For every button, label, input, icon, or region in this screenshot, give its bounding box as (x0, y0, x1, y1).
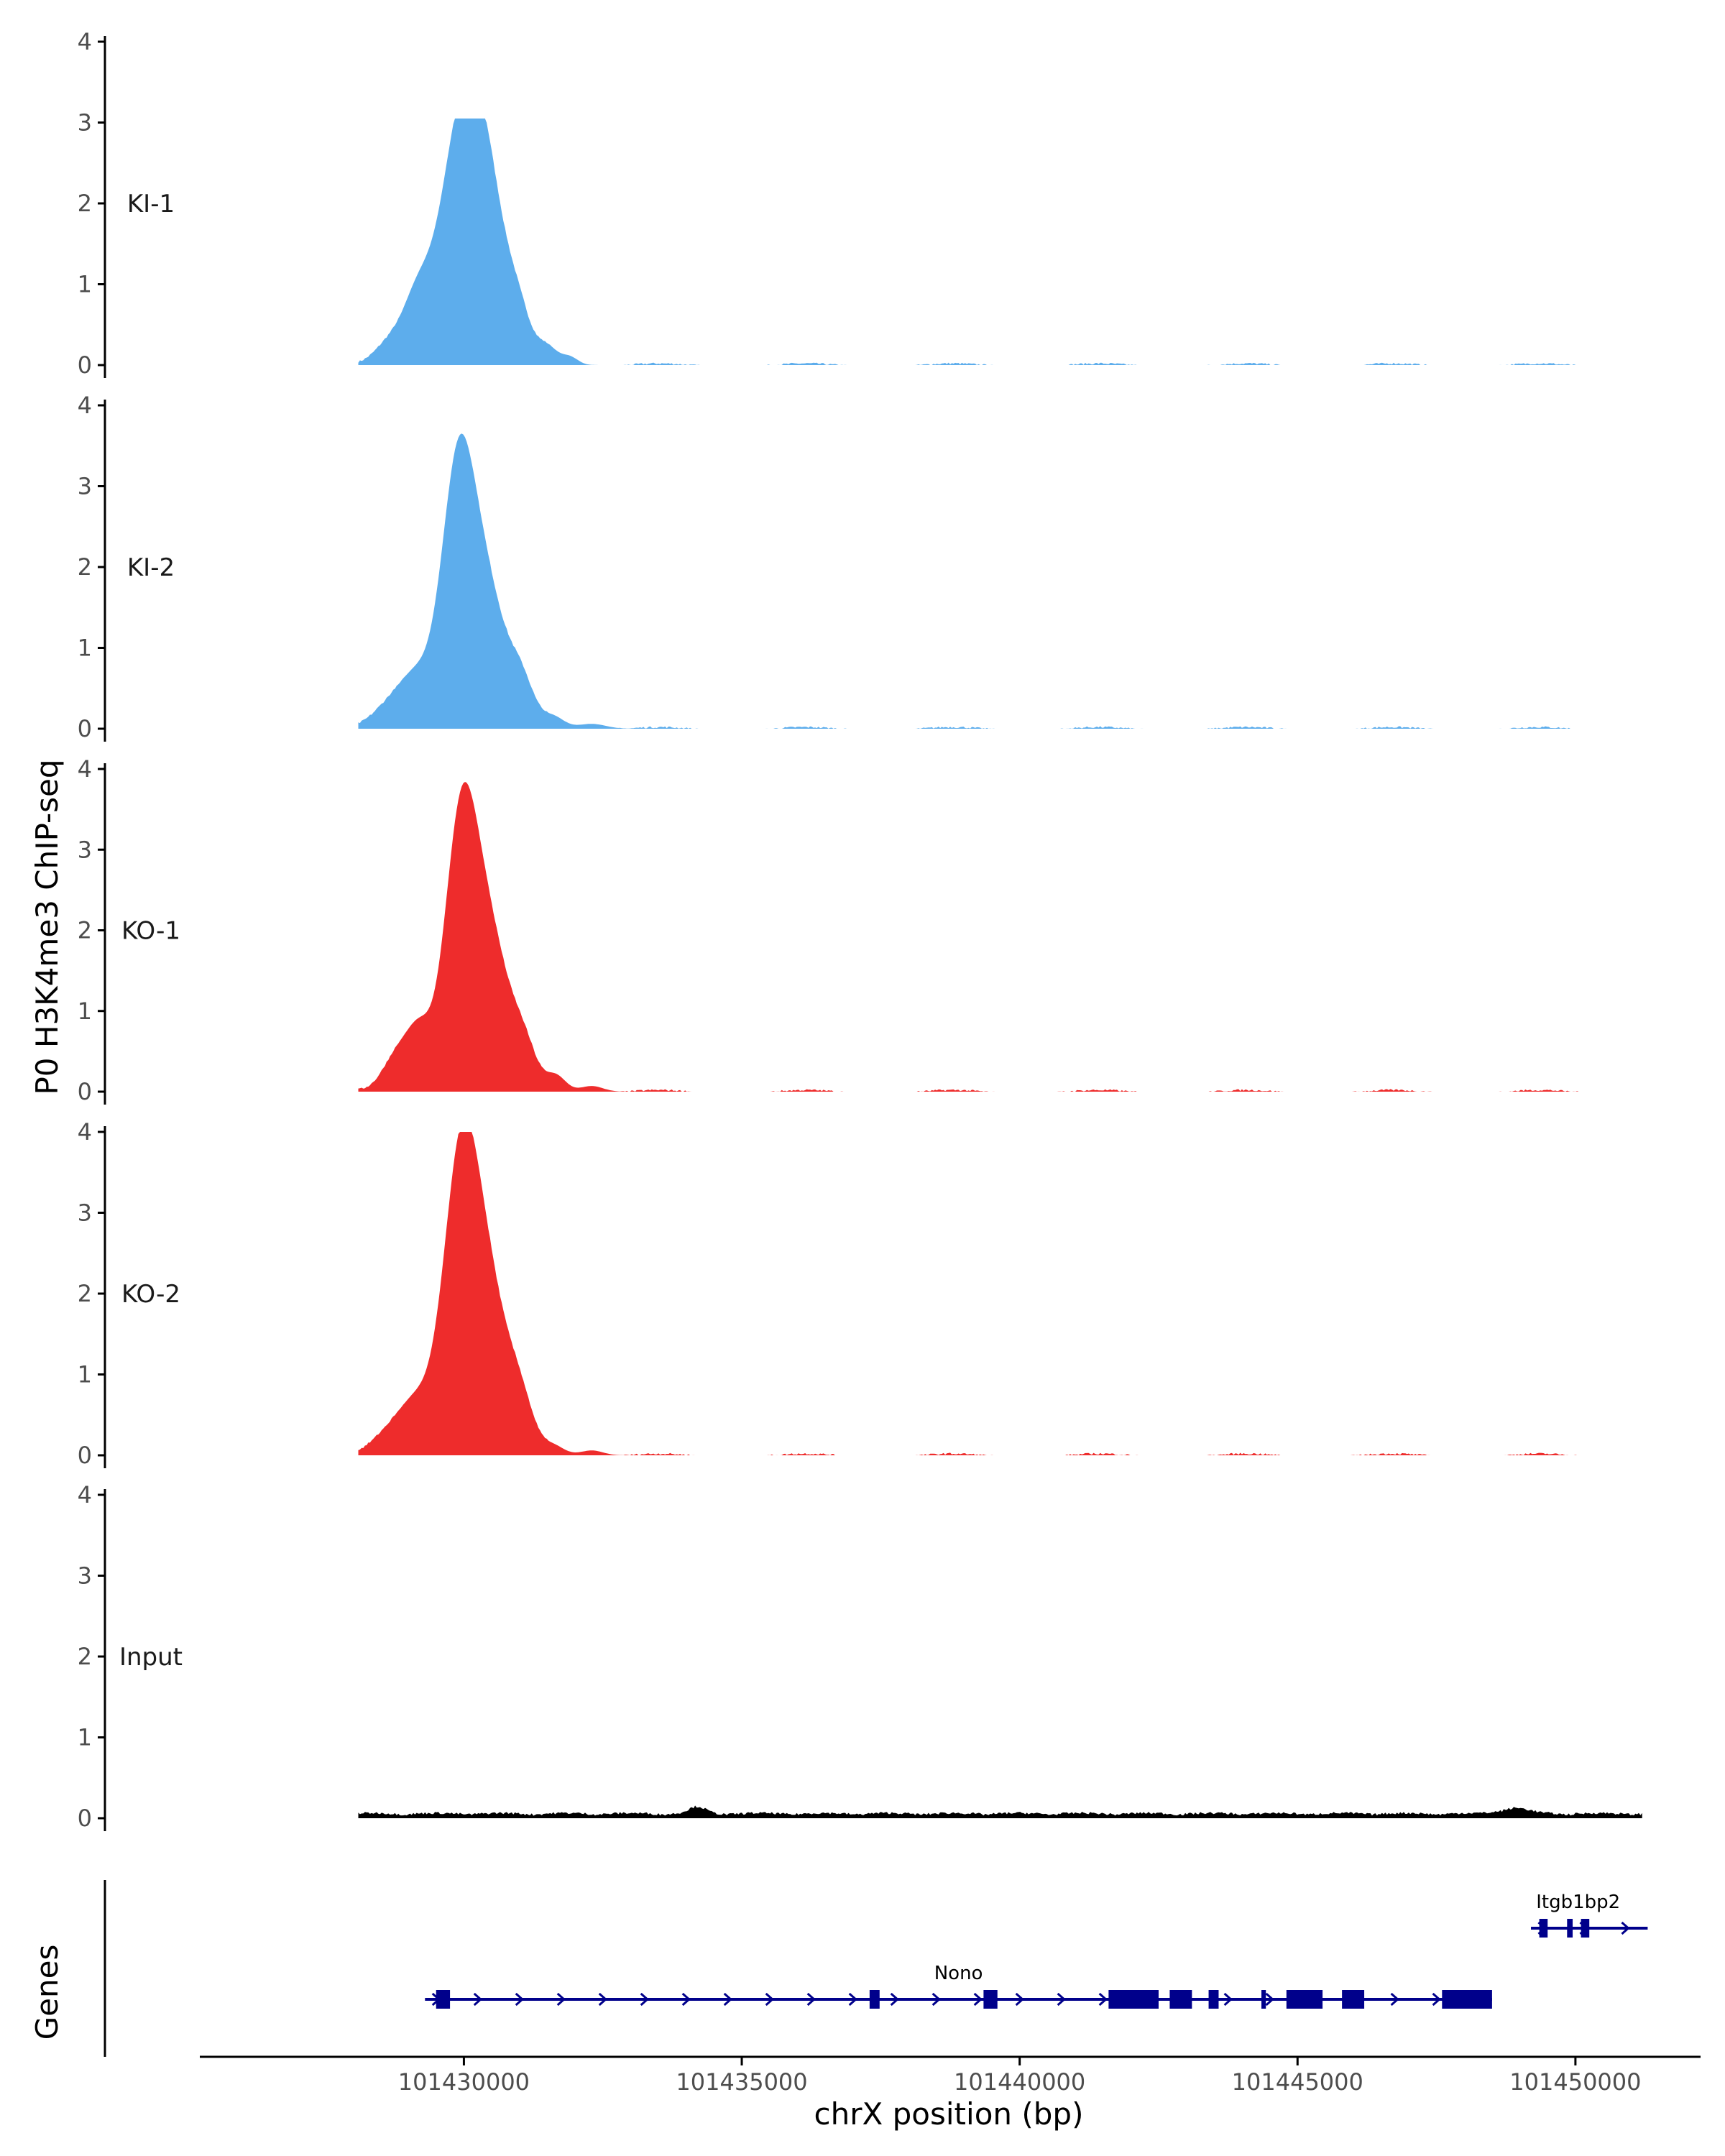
track-label: Input (119, 1643, 183, 1672)
x-axis-title: chrX position (bp) (814, 2096, 1084, 2132)
track-input: 0 1 2 3 4 Input (78, 1481, 1642, 1832)
coverage-tracks: 0 1 2 3 4 KI-1 0 1 2 3 4 KI-2 0 1 2 3 4 KO-1 0 1 2 3 4 KO-2 0 1 2 3… (78, 28, 1642, 1832)
strand-arrow (723, 1992, 732, 2007)
y-tick-label: 3 (78, 473, 92, 500)
coverage-area-input (358, 1805, 1642, 1818)
exon (1581, 1919, 1590, 1938)
strand-arrow (1432, 1992, 1441, 2007)
strand-arrow (1265, 1992, 1274, 2007)
exon (1261, 1990, 1266, 2009)
y-tick-label: 0 (78, 1078, 92, 1105)
y-tick-label: 3 (78, 1199, 92, 1227)
track-ki-1: 0 1 2 3 4 KI-1 (78, 28, 1576, 379)
y-tick-label: 2 (78, 1280, 92, 1307)
track-label: KO-1 (121, 917, 180, 946)
gene-nono: Nono (425, 1963, 1492, 2009)
y-tick-label: 2 (78, 1643, 92, 1670)
exon (1169, 1990, 1192, 2009)
y-tick-label: 4 (78, 1118, 92, 1146)
strand-arrow (473, 1992, 483, 2007)
y-tick-label: 1 (78, 635, 92, 662)
x-axis: 101430000 101435000 101440000 101445000 1014… (200, 2055, 1701, 2096)
strand-arrow (640, 1992, 649, 2007)
y-tick-label: 1 (78, 1724, 92, 1751)
strand-arrow (890, 1992, 899, 2007)
y-tick-label: 4 (78, 28, 92, 55)
y-tick-label: 0 (78, 351, 92, 379)
track-ki-2: 0 1 2 3 4 KI-2 (78, 392, 1637, 742)
y-tick-label: 3 (78, 1562, 92, 1590)
x-tick-label: 101445000 (1232, 2068, 1363, 2096)
coverage-area-ki-1 (358, 118, 1576, 365)
strand-arrow (1223, 1992, 1233, 2007)
track-ko-2: 0 1 2 3 4 KO-2 (78, 1118, 1642, 1469)
y-tick-label: 3 (78, 109, 92, 137)
exon (436, 1990, 451, 2009)
y-tick-label: 2 (78, 190, 92, 217)
strand-arrow (1015, 1992, 1024, 2007)
genes-axis-title: Genes (29, 1945, 65, 2040)
track-label: KI-2 (127, 553, 175, 582)
exon (1539, 1919, 1548, 1938)
exon (1286, 1990, 1323, 2009)
gene-annotation-track: Nono Itgb1bp2 (104, 1880, 1648, 2057)
strand-arrow (598, 1992, 607, 2007)
strand-arrow (1390, 1992, 1399, 2007)
strand-arrow (806, 1992, 816, 2007)
y-tick-label: 2 (78, 553, 92, 581)
strand-arrow (932, 1992, 941, 2007)
strand-arrow (681, 1992, 691, 2007)
coverage-area-ko-2 (358, 1132, 1642, 1455)
y-tick-label: 1 (78, 271, 92, 298)
exon (1442, 1990, 1492, 2009)
coverage-area-ki-2 (358, 433, 1637, 729)
y-tick-label: 4 (78, 1481, 92, 1508)
strand-arrow (765, 1992, 774, 2007)
coverage-area-ko-1 (358, 782, 1642, 1092)
exon (869, 1990, 880, 2009)
gene-label: Itgb1bp2 (1536, 1892, 1620, 1913)
y-tick-label: 1 (78, 998, 92, 1025)
y-tick-label: 0 (78, 715, 92, 742)
strand-arrow (556, 1992, 566, 2007)
x-tick-label: 101435000 (676, 2068, 807, 2096)
exon (1342, 1990, 1365, 2009)
gene-label: Nono (934, 1963, 983, 1984)
strand-arrow (973, 1992, 983, 2007)
y-tick-label: 0 (78, 1442, 92, 1469)
exon (983, 1990, 998, 2009)
track-ko-1: 0 1 2 3 4 KO-1 (78, 755, 1642, 1105)
x-tick-label: 101450000 (1509, 2068, 1641, 2096)
y-tick-label: 1 (78, 1361, 92, 1388)
strand-arrow (1621, 1921, 1630, 1935)
y-tick-label: 4 (78, 392, 92, 419)
strand-arrow (848, 1992, 857, 2007)
y-tick-label: 2 (78, 917, 92, 944)
y-tick-label: 4 (78, 755, 92, 783)
strand-arrow (515, 1992, 525, 2007)
track-label: KO-2 (121, 1280, 180, 1309)
track-label: KI-1 (127, 190, 175, 218)
gene-itgb1bp2: Itgb1bp2 (1531, 1892, 1648, 1938)
x-tick-label: 101430000 (398, 2068, 530, 2096)
y-tick-label: 3 (78, 836, 92, 863)
exon (1108, 1990, 1159, 2009)
exon (1208, 1990, 1219, 2009)
strand-arrow (1098, 1992, 1108, 2007)
x-tick-label: 101440000 (954, 2068, 1085, 2096)
y-axis-title: P0 H3K4me3 ChIP-seq (29, 759, 65, 1095)
exon (1567, 1919, 1573, 1938)
y-tick-label: 0 (78, 1805, 92, 1832)
strand-arrow (1057, 1992, 1066, 2007)
